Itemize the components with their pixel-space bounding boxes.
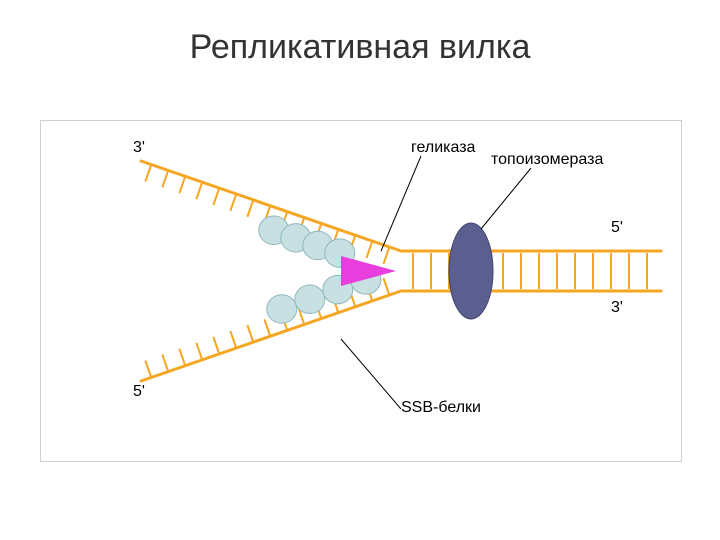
label-topoisomerase: топоизомераза	[491, 151, 603, 169]
label-ssb: SSB-белки	[401, 399, 481, 417]
slide: Репликативная вилка геликаза топоизомера…	[0, 0, 720, 540]
label-5-prime-top-right: 5'	[611, 219, 623, 237]
diagram-svg	[41, 121, 681, 461]
label-5-prime-bottom-left: 5'	[133, 383, 145, 401]
label-helicase: геликаза	[411, 139, 475, 157]
label-3-prime-top-left: 3'	[133, 139, 145, 157]
label-3-prime-bottom-right: 3'	[611, 299, 623, 317]
page-title: Репликативная вилка	[0, 28, 720, 67]
replication-fork-diagram: геликаза топоизомераза SSB-белки 3' 5' 5…	[40, 120, 682, 462]
